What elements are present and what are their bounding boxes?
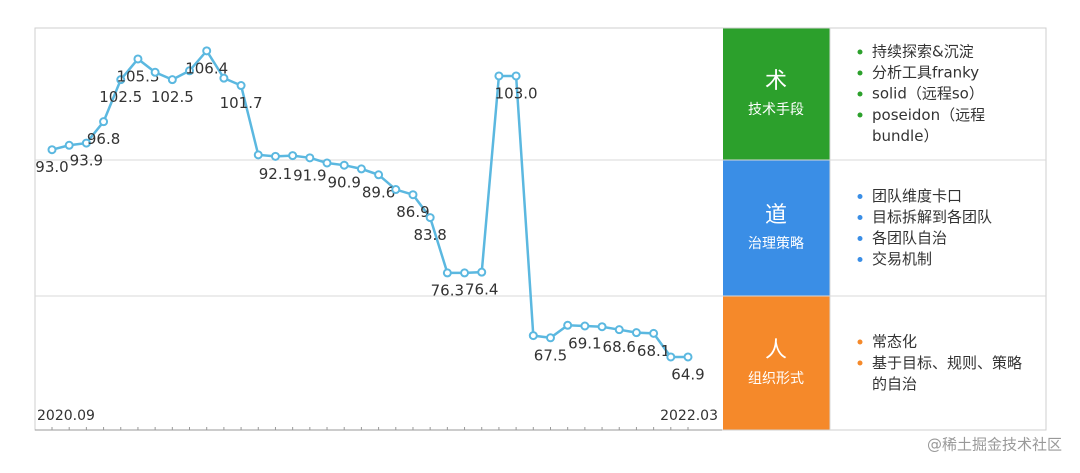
point	[270, 151, 280, 161]
row-item: 各团队自治	[872, 229, 947, 247]
data-label: 102.5	[151, 88, 194, 106]
data-label: 89.6	[362, 183, 395, 201]
data-label: 96.8	[87, 130, 120, 148]
bullet	[857, 70, 863, 76]
point	[133, 54, 143, 64]
row-title: 道	[765, 203, 787, 228]
data-label: 106.4	[185, 59, 228, 77]
point	[185, 66, 195, 76]
row-item: 常态化	[872, 333, 917, 351]
point	[477, 267, 487, 277]
row-subtitle: 技术手段	[748, 102, 804, 118]
data-label: 105.3	[116, 67, 159, 85]
data-label: 93.9	[70, 152, 103, 170]
data-label: 86.9	[396, 203, 429, 221]
point	[408, 190, 418, 200]
data-label: 68.6	[603, 338, 636, 356]
point	[236, 81, 246, 91]
point	[597, 322, 607, 332]
row-title: 术	[765, 69, 787, 94]
data-label: 90.9	[328, 174, 361, 192]
data-label: 68.1	[637, 342, 670, 360]
point	[683, 352, 693, 362]
data-label: 76.4	[465, 281, 498, 299]
point	[47, 145, 57, 155]
point	[81, 138, 91, 148]
data-label: 103.0	[495, 84, 538, 102]
data-label: 93.0	[35, 158, 68, 176]
data-label: 76.3	[431, 281, 464, 299]
point	[202, 46, 212, 56]
bullet	[857, 339, 863, 345]
point	[150, 67, 160, 77]
bullet	[857, 236, 863, 241]
point	[322, 158, 332, 168]
point	[545, 333, 555, 343]
row-item: 团队维度卡口	[872, 187, 962, 205]
point	[374, 170, 384, 180]
row-title: 人	[765, 338, 787, 363]
x-tick-label: 2020.09	[37, 408, 95, 424]
point	[442, 268, 452, 278]
data-label: 102.5	[99, 88, 142, 106]
point	[391, 185, 401, 195]
point	[649, 328, 659, 338]
data-label: 67.5	[534, 346, 567, 364]
row-item: 交易机制	[872, 250, 932, 268]
row-subtitle: 组织形式	[748, 371, 804, 387]
point	[339, 160, 349, 170]
row-item: solid（远程so）	[872, 85, 984, 103]
point	[563, 320, 573, 330]
point	[288, 151, 298, 161]
data-label: 64.9	[671, 365, 704, 383]
point	[305, 153, 315, 163]
point	[580, 321, 590, 331]
row-badge	[723, 160, 830, 296]
point	[64, 140, 74, 150]
data-label: 83.8	[413, 226, 446, 244]
bullet	[857, 257, 863, 262]
data-label: 92.1	[259, 165, 292, 183]
point	[460, 268, 470, 278]
row-badge	[723, 28, 830, 160]
point	[666, 352, 676, 362]
line	[51, 48, 688, 359]
row-item: 目标拆解到各团队	[872, 208, 992, 226]
x-tick-label: 2022.03	[660, 408, 718, 424]
bullet	[857, 91, 863, 97]
bullet	[857, 49, 863, 55]
point	[631, 328, 641, 338]
point	[99, 117, 109, 127]
point	[511, 71, 521, 81]
bullet	[857, 194, 863, 199]
point	[494, 71, 504, 81]
row-item: 基于目标、规则、策略的自治	[872, 354, 1022, 393]
bullet	[857, 215, 863, 220]
row-subtitle: 治理策略	[748, 235, 804, 252]
bullet	[857, 112, 863, 118]
data-label: 91.9	[293, 166, 326, 184]
data-label: 69.1	[568, 334, 601, 352]
point	[116, 75, 126, 85]
row-badge	[723, 296, 830, 430]
bullet	[857, 360, 863, 366]
point	[167, 75, 177, 85]
point	[356, 164, 366, 174]
point	[253, 150, 263, 160]
point	[528, 331, 538, 341]
row-item: poseidon（远程 bundle）	[872, 106, 985, 145]
row-item: 分析工具franky	[872, 64, 979, 82]
watermark: @稀土掘金技术社区	[927, 436, 1062, 454]
data-label: 101.7	[220, 94, 263, 112]
point	[219, 73, 229, 83]
point	[425, 213, 435, 223]
row-item: 持续探索&沉淀	[872, 43, 974, 61]
point	[614, 325, 624, 335]
